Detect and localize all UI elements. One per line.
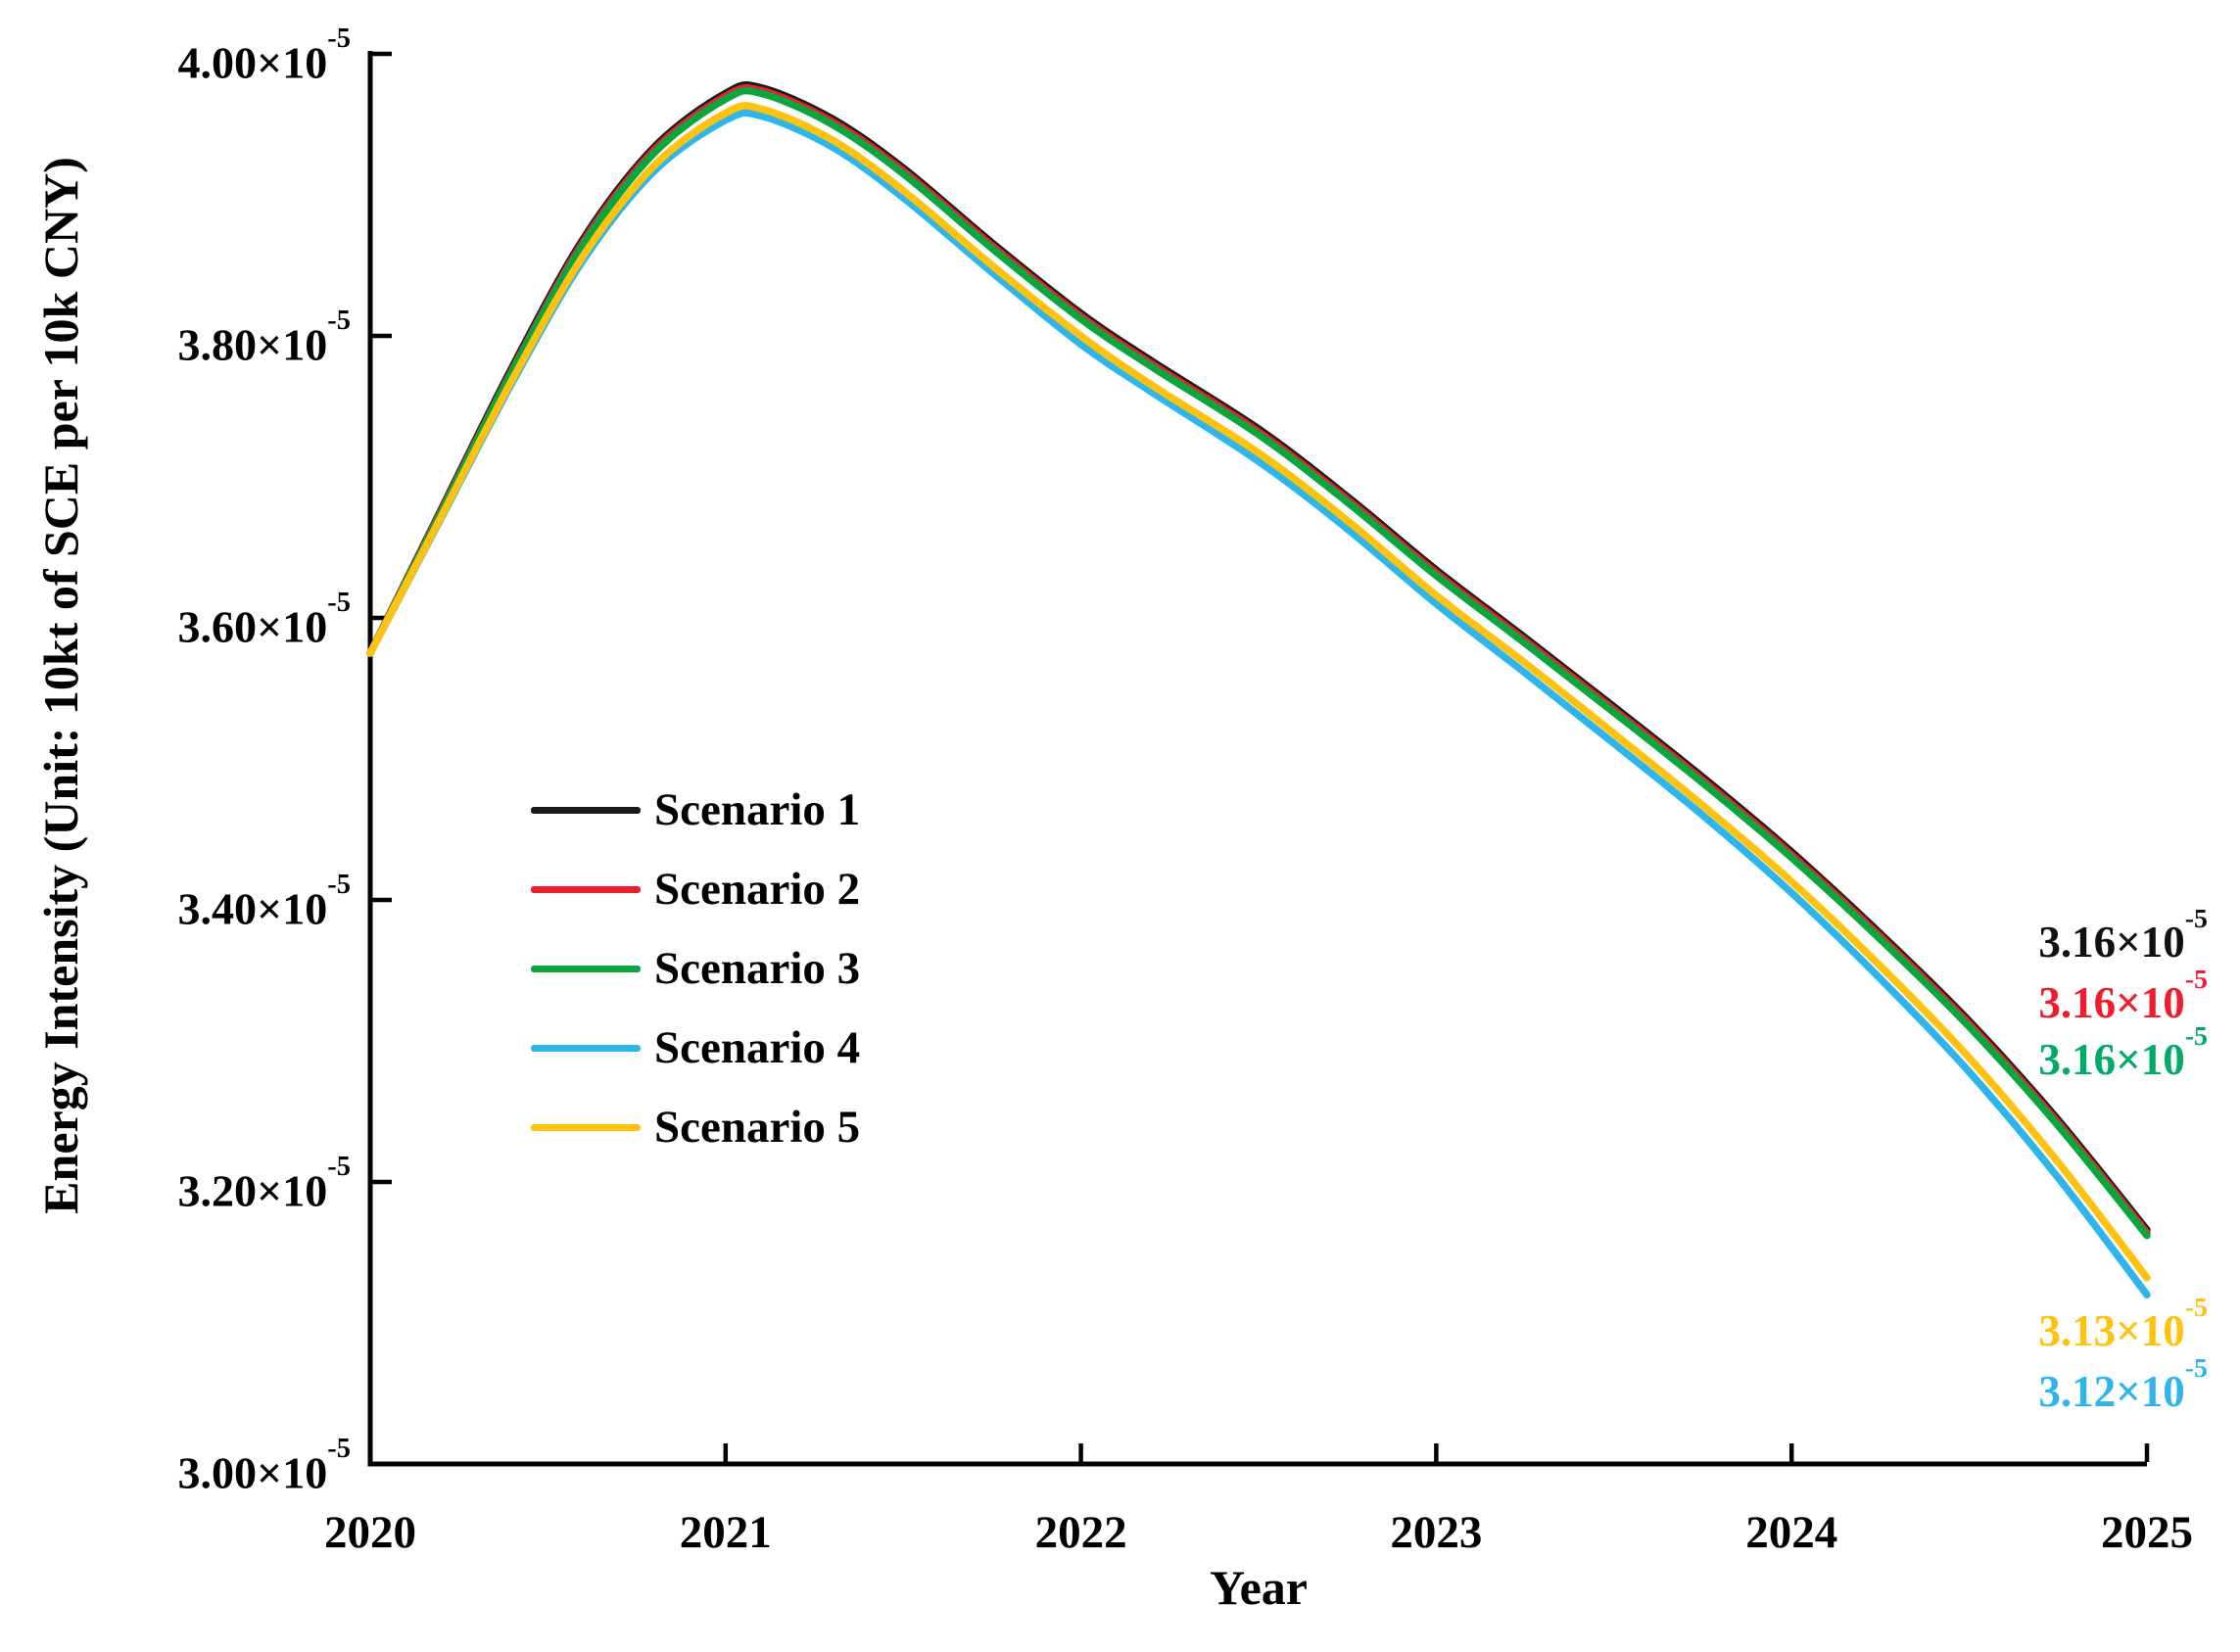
- x-tick-label: 2023: [1390, 1507, 1483, 1558]
- end-value-scenario-5: 3.13×10-5: [2038, 1292, 2208, 1356]
- series-line-scenario-2: [366, 83, 2151, 1237]
- x-tick-label: 2025: [2101, 1507, 2193, 1558]
- y-tick-label: 3.60×10-5: [177, 588, 351, 652]
- y-tick-label: 3.20×10-5: [177, 1152, 351, 1216]
- x-tick-label: 2020: [324, 1507, 416, 1558]
- end-value-scenario-3: 3.16×10-5: [2038, 1020, 2208, 1085]
- series-line-scenario-1: [366, 81, 2151, 1234]
- legend-label: Scenario 4: [654, 1022, 861, 1073]
- legend-line-swatch: [531, 886, 641, 893]
- end-value-scenario-1: 3.16×10-5: [2038, 903, 2208, 968]
- legend-line-swatch: [531, 1124, 641, 1131]
- legend-label: Scenario 5: [654, 1102, 861, 1153]
- legend-label: Scenario 1: [654, 784, 861, 835]
- legend-label: Scenario 3: [654, 943, 861, 994]
- x-tick-label: 2024: [1745, 1507, 1838, 1558]
- legend-label: Scenario 2: [654, 864, 861, 915]
- y-tick-label: 3.40×10-5: [177, 870, 351, 934]
- series-line-scenario-4: [366, 109, 2151, 1298]
- legend-line-swatch: [531, 807, 641, 814]
- y-axis-title: Energy Intensity (Unit: 10kt of SCE per …: [33, 157, 88, 1214]
- x-tick-label: 2021: [679, 1507, 772, 1558]
- x-axis-title: Year: [1210, 1560, 1308, 1615]
- x-tick-label: 2022: [1034, 1507, 1127, 1558]
- legend-line-swatch: [531, 966, 641, 972]
- series-line-scenario-5: [366, 102, 2151, 1282]
- end-value-scenario-2: 3.16×10-5: [2038, 964, 2208, 1028]
- end-value-scenario-4: 3.12×10-5: [2038, 1352, 2208, 1417]
- series-line-scenario-3: [366, 86, 2151, 1240]
- y-tick-label: 3.80×10-5: [177, 306, 351, 370]
- legend-line-swatch: [531, 1045, 641, 1052]
- y-tick-label: 4.00×10-5: [177, 24, 351, 88]
- y-tick-label: 3.00×10-5: [177, 1434, 351, 1498]
